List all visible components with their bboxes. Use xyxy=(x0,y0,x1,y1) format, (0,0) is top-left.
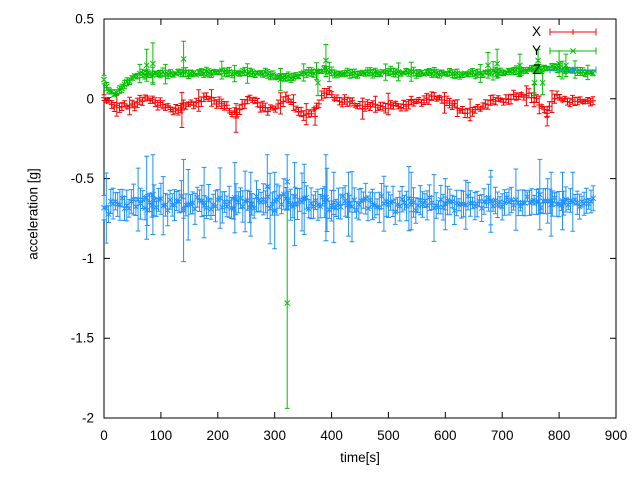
legend-label-y: Y xyxy=(531,43,541,58)
legend-sample-x xyxy=(549,28,597,35)
x-tick-label: 200 xyxy=(207,428,230,443)
legend-label-x: X xyxy=(531,24,541,39)
y-tick-label: -2 xyxy=(82,411,94,426)
x-tick-label: 600 xyxy=(434,428,457,443)
legend-label-z: Z xyxy=(532,62,541,77)
x-tick-label: 700 xyxy=(491,428,514,443)
y-tick-label: -1 xyxy=(82,251,94,266)
legend-entry-z: Z xyxy=(505,60,597,79)
x-tick-label: 300 xyxy=(263,428,286,443)
x-axis-title: time[s] xyxy=(340,450,380,465)
axis-ticks xyxy=(103,18,617,419)
x-tick-label: 100 xyxy=(150,428,173,443)
legend-sample-y xyxy=(549,47,597,54)
x-tick-label: 900 xyxy=(605,428,628,443)
x-tick-label: 500 xyxy=(377,428,400,443)
y-tick-label: -1.5 xyxy=(71,331,94,346)
x-tick-label: 800 xyxy=(548,428,571,443)
z-series-markers xyxy=(101,178,597,218)
y-axis-title: acceleration [g] xyxy=(25,168,41,260)
x-tick-label: 0 xyxy=(100,428,108,443)
x-tick-label: 400 xyxy=(320,428,343,443)
legend-entry-x: X xyxy=(505,22,597,41)
z-series-errorbars xyxy=(101,154,596,263)
x-series-markers xyxy=(101,87,596,121)
y-tick-label: -0.5 xyxy=(71,171,94,186)
legend-entry-y: Y xyxy=(505,41,597,60)
y-tick-label: 0.5 xyxy=(75,12,94,27)
legend-sample-z xyxy=(549,66,597,73)
y-tick-label: 0 xyxy=(86,91,94,106)
